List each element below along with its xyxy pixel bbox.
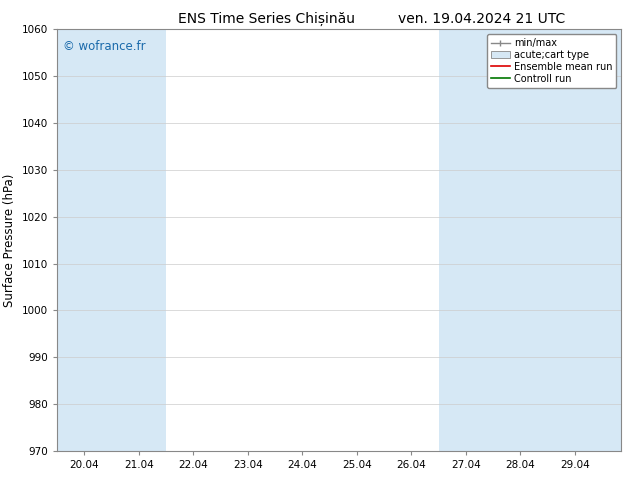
Bar — [57, 29, 112, 451]
Bar — [493, 29, 548, 451]
Legend: min/max, acute;cart type, Ensemble mean run, Controll run: min/max, acute;cart type, Ensemble mean … — [487, 34, 616, 88]
Bar — [439, 29, 493, 451]
Y-axis label: Surface Pressure (hPa): Surface Pressure (hPa) — [3, 173, 16, 307]
Text: © wofrance.fr: © wofrance.fr — [63, 40, 145, 53]
Text: ENS Time Series Chișinău: ENS Time Series Chișinău — [178, 12, 355, 26]
Bar — [548, 29, 621, 451]
Text: ven. 19.04.2024 21 UTC: ven. 19.04.2024 21 UTC — [398, 12, 566, 26]
Bar — [112, 29, 166, 451]
